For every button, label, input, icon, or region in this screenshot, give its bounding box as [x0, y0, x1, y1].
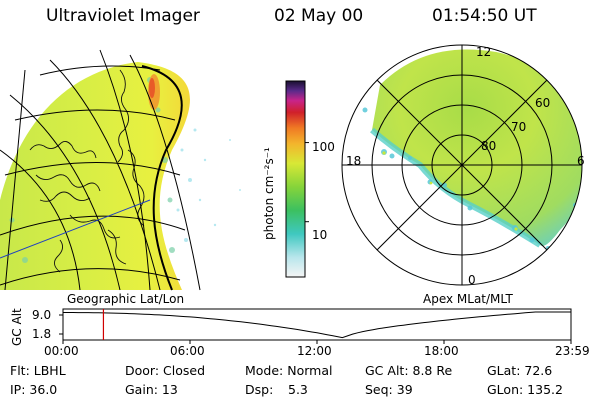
- time-label: 01:54:50 UT: [432, 6, 537, 26]
- right-panel-label: Apex MLat/MLT: [423, 292, 513, 306]
- status-filter: Flt: LBHL: [10, 363, 66, 378]
- colorbar-tick-100: 100: [312, 140, 335, 154]
- colorbar-tick-10: 10: [312, 228, 328, 242]
- left-panel-label: Geographic Lat/Lon: [67, 292, 185, 306]
- status-door: Door: Closed: [125, 363, 206, 378]
- status-seq: Seq: 39: [365, 382, 413, 397]
- alt-ytick-1: 1.8: [32, 327, 52, 341]
- colorbar-ticks: [305, 142, 309, 223]
- alt-ytick-9: 9.0: [32, 308, 52, 322]
- mlat-label-70: 70: [511, 120, 527, 134]
- date-label: 02 May 00: [274, 6, 364, 26]
- status-gc-alt: GC Alt: 8.8 Re: [365, 363, 453, 378]
- alt-xtick-0000: 00:00: [44, 344, 79, 358]
- mlat-label-60: 60: [535, 96, 551, 110]
- status-glat: GLat: 72.6: [487, 363, 553, 378]
- alt-xtick-1800: 18:00: [424, 344, 459, 358]
- colorbar: [285, 80, 306, 278]
- altitude-timeline: [59, 308, 572, 344]
- instrument-title: Ultraviolet Imager: [46, 6, 200, 26]
- status-dsp-label: Dsp:: [245, 382, 274, 397]
- polar-aurora-plot: [341, 44, 583, 286]
- status-glon: GLon: 135.2: [487, 382, 563, 397]
- alt-xtick-2359: 23:59: [555, 344, 590, 358]
- mlt-label-18: 18: [346, 154, 362, 168]
- mlt-label-12: 12: [476, 45, 492, 59]
- earth-disk-image: [0, 49, 241, 291]
- mlt-label-6: 6: [577, 154, 585, 168]
- alt-xtick-0600: 06:00: [170, 344, 205, 358]
- alt-xtick-1200: 12:00: [297, 344, 332, 358]
- mlt-label-0: 0: [468, 273, 476, 287]
- mlat-label-80: 80: [481, 139, 497, 153]
- status-ip: IP: 36.0: [10, 382, 58, 397]
- status-gain: Gain: 13: [125, 382, 178, 397]
- colorbar-unit-label: photon cm⁻²s⁻¹: [262, 147, 276, 240]
- status-mode: Mode: Normal: [245, 363, 333, 378]
- status-dsp-value: 5.3: [288, 382, 308, 397]
- alt-ylabel: GC Alt: [10, 308, 24, 346]
